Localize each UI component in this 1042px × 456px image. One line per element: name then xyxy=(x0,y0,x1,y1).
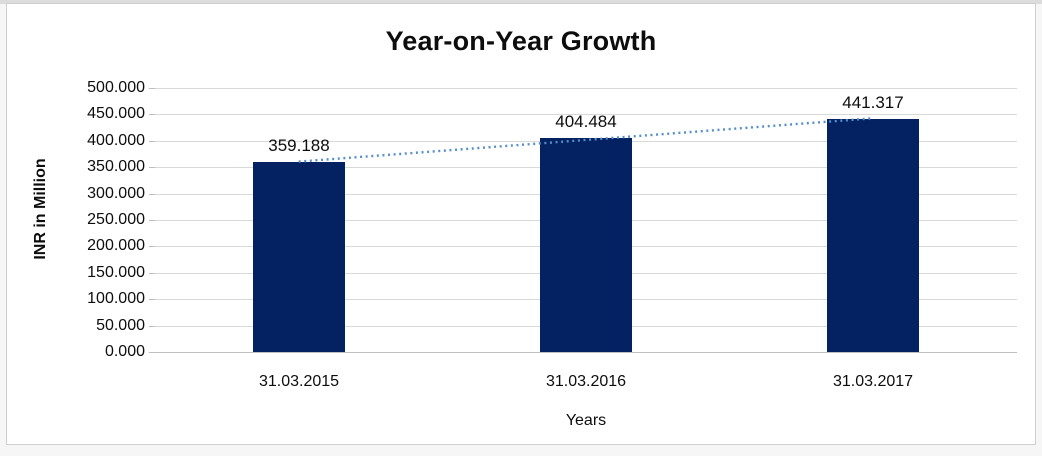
bar xyxy=(827,119,919,352)
y-gridline xyxy=(155,88,1017,89)
y-tick-label: 0.000 xyxy=(104,343,145,360)
y-tick xyxy=(149,194,155,195)
x-axis-title: Years xyxy=(565,412,607,429)
y-tick xyxy=(149,141,155,142)
x-tick-label: 31.03.2015 xyxy=(258,373,340,390)
plot-area xyxy=(155,88,1017,353)
y-tick xyxy=(149,246,155,247)
y-tick xyxy=(149,88,155,89)
x-tick-label: 31.03.2016 xyxy=(545,373,627,390)
bar-value-label: 359.188 xyxy=(268,136,330,155)
y-tick xyxy=(149,167,155,168)
y-tick-label: 100.000 xyxy=(87,290,145,307)
y-gridline xyxy=(155,114,1017,115)
x-tick-label: 31.03.2017 xyxy=(832,373,914,390)
y-tick-label: 150.000 xyxy=(87,264,145,281)
chart-title: Year-on-Year Growth xyxy=(385,26,657,56)
window-top-strip xyxy=(0,0,1042,4)
y-tick-label: 500.000 xyxy=(87,79,145,96)
y-tick-label: 400.000 xyxy=(87,132,145,149)
bar xyxy=(540,138,632,352)
y-tick-label: 200.000 xyxy=(87,237,145,254)
trendline-path xyxy=(298,117,874,163)
y-tick xyxy=(149,352,155,353)
bar-value-label: 404.484 xyxy=(555,112,617,131)
y-tick-label: 250.000 xyxy=(87,211,145,228)
y-tick xyxy=(149,326,155,327)
y-tick xyxy=(149,114,155,115)
bar-value-label: 441.317 xyxy=(842,93,904,112)
bar xyxy=(253,162,345,352)
y-tick-label: 50.000 xyxy=(96,317,145,334)
y-tick xyxy=(149,220,155,221)
trendline xyxy=(298,117,874,163)
y-tick-label: 300.000 xyxy=(87,185,145,202)
y-gridline xyxy=(155,352,1017,353)
chart-frame: Year-on-Year Growth INR in Million Years… xyxy=(6,3,1036,445)
y-tick-label: 450.000 xyxy=(87,105,145,122)
y-tick xyxy=(149,273,155,274)
y-tick-label: 350.000 xyxy=(87,158,145,175)
y-tick xyxy=(149,299,155,300)
